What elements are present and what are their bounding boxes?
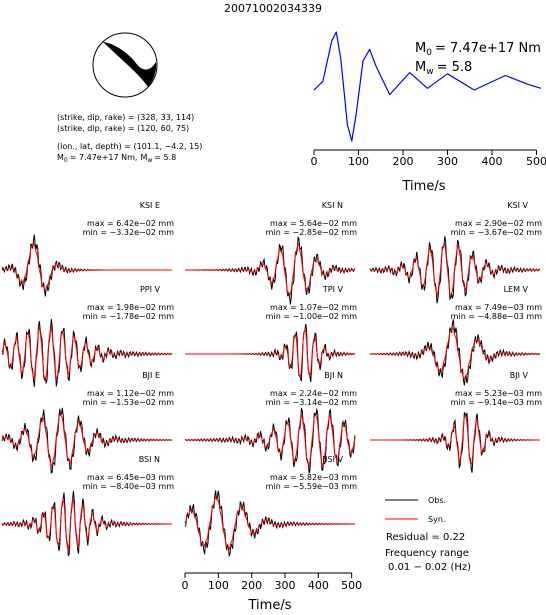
station-label: TPI V	[322, 285, 344, 294]
station-label: PPI V	[140, 285, 161, 294]
station-label: KSI V	[507, 201, 528, 210]
max-label: max = 6.42e−02 mm	[87, 219, 174, 228]
synthetic-trace	[1, 412, 173, 468]
max-label: max = 6.45e−03 mm	[87, 473, 174, 482]
station-label: KSI E	[140, 201, 160, 210]
x-tick-label: 400	[308, 579, 329, 592]
annotation: M0 = 7.47e+17 Nm	[415, 41, 541, 58]
subscript: 0	[426, 48, 432, 58]
mechanism-line: (strike, dip, rake) = (328, 33, 114)	[57, 113, 194, 122]
station-label: BSI N	[139, 455, 160, 464]
value: = 5.8	[154, 153, 176, 162]
max-label: max = 5.64e−02 mm	[270, 219, 357, 228]
station-label: BJI E	[142, 371, 160, 380]
subscript: w	[147, 157, 152, 164]
x-tick-label: 400	[482, 155, 503, 168]
min-label: min = −4.88e−03 mm	[451, 312, 543, 321]
x-tick-label: 100	[208, 579, 229, 592]
max-label: max = 2.90e−02 mm	[455, 219, 542, 228]
min-label: min = −8.40e−03 mm	[83, 482, 175, 491]
max-label: max = 7.49e−03 mm	[455, 303, 542, 312]
symbol: M	[57, 153, 64, 162]
station-label: BJI V	[510, 371, 529, 380]
synthetic-trace	[185, 242, 356, 296]
station-label: BJI N	[324, 371, 343, 380]
value: = 5.8	[437, 60, 473, 75]
synthetic-trace	[185, 413, 356, 468]
moment-line: M0 = 7.47e+17 Nm, Mw = 5.8	[57, 153, 176, 164]
source-time-function	[313, 31, 542, 142]
value: = 7.47e+17 Nm,	[70, 153, 138, 162]
max-label: max = 1.12e−02 mm	[87, 389, 174, 398]
x-tick-label: 200	[241, 579, 262, 592]
max-label: max = 2.24e−02 mm	[270, 389, 357, 398]
subscript: w	[426, 67, 433, 77]
min-label: min = −1.78e−02 mm	[83, 312, 175, 321]
synthetic-trace	[185, 328, 356, 379]
max-label: max = 1.98e−02 mm	[87, 303, 174, 312]
max-label: max = 1.07e−02 mm	[270, 303, 357, 312]
x-tick-label: 100	[348, 155, 369, 168]
observed-trace	[370, 412, 540, 473]
beachball	[92, 32, 158, 98]
min-label: min = −3.32e−02 mm	[83, 228, 175, 237]
title: 20071002034339	[224, 2, 322, 15]
x-tick-label: 500	[341, 579, 362, 592]
subscript: 0	[64, 157, 68, 164]
x-tick-label: 200	[393, 155, 414, 168]
min-label: min = −9.14e−03 mm	[451, 398, 543, 407]
synthetic-trace	[1, 325, 173, 380]
legend-label: Obs.	[428, 496, 446, 505]
min-label: min = −5.59e−03 mm	[266, 482, 358, 491]
symbol: M	[415, 41, 426, 56]
station-label: KSI N	[322, 201, 343, 210]
x-tick-label: 0	[311, 155, 318, 168]
max-label: max = 5.23e−03 mm	[455, 389, 542, 398]
min-label: min = −1.00e−02 mm	[266, 312, 358, 321]
mechanism-line: (lon., lat, depth) = (101.1, −4.2, 15)	[57, 142, 202, 151]
station-label: LEM V	[504, 285, 529, 294]
value: = 7.47e+17 Nm	[435, 41, 541, 56]
station-label: BSI V	[322, 455, 343, 464]
synthetic-trace	[369, 244, 541, 298]
note: Residual = 0.22	[386, 532, 465, 543]
synthetic-trace	[370, 414, 540, 467]
annotation: Mw = 5.8	[415, 60, 472, 77]
note: Frequency range	[385, 548, 469, 559]
observed-trace	[184, 490, 356, 557]
observed-trace	[369, 319, 541, 386]
note: 0.01 − 0.02 (Hz)	[388, 562, 471, 573]
observed-trace	[1, 490, 173, 557]
x-axis-label: Time/s	[402, 179, 446, 194]
mechanism-line: (strike, dip, rake) = (120, 60, 75)	[57, 124, 189, 133]
legend-label: Syn.	[428, 515, 445, 524]
x-axis-label: Time/s	[248, 598, 292, 613]
min-label: min = −1.53e−02 mm	[83, 398, 175, 407]
x-tick-label: 0	[182, 579, 189, 592]
max-label: max = 5.82e−03 mm	[270, 473, 357, 482]
synthetic-trace	[184, 495, 355, 551]
x-tick-label: 500	[526, 155, 546, 168]
symbol: M	[415, 60, 426, 75]
min-label: min = −2.85e−02 mm	[266, 228, 358, 237]
min-label: min = −3.67e−02 mm	[451, 228, 543, 237]
synthetic-trace	[1, 243, 172, 292]
symbol: M	[140, 153, 147, 162]
min-label: min = −3.14e−02 mm	[266, 398, 358, 407]
x-tick-label: 300	[275, 579, 296, 592]
x-tick-label: 300	[437, 155, 458, 168]
synthetic-trace	[369, 327, 540, 381]
synthetic-trace	[1, 498, 172, 552]
